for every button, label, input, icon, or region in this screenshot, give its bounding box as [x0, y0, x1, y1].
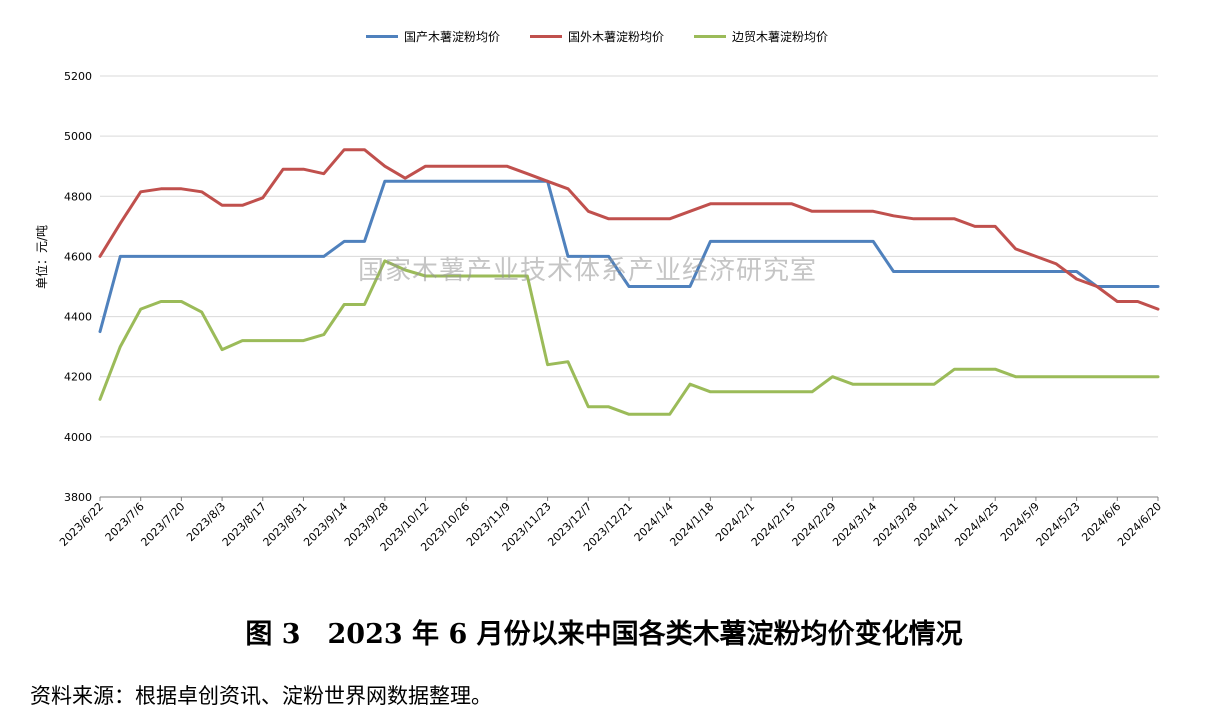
y-tick-label: 4200: [64, 371, 92, 384]
legend-swatch-domestic: [366, 35, 398, 38]
x-tick-label: 2023/6/22: [57, 500, 106, 549]
y-tick-label: 5000: [64, 130, 92, 143]
series-lines: [98, 148, 1160, 416]
x-tick-label: 2024/1/18: [667, 500, 716, 549]
series-line-0: [98, 179, 1160, 334]
data-source-note: 资料来源：根据卓创资讯、淀粉世界网数据整理。: [30, 684, 492, 708]
series-line-2: [98, 259, 1160, 416]
y-axis-label: 单位：元/吨: [34, 225, 49, 289]
watermark: 国家木薯产业技术体系产业经济研究室: [358, 256, 818, 286]
y-tick-label: 4400: [64, 311, 92, 324]
legend-item-border-trade: 边贸木薯淀粉均价: [694, 28, 828, 45]
y-tick-label: 3800: [64, 491, 92, 504]
series-line-1: [98, 148, 1160, 311]
legend-swatch-border-trade: [694, 35, 727, 38]
legend: 国产木薯淀粉均价 国外木薯淀粉均价 边贸木薯淀粉均价: [366, 28, 828, 45]
figure-caption: 图 3 2023 年 6 月份以来中国各类木薯淀粉均价变化情况: [245, 619, 963, 650]
legend-item-foreign: 国外木薯淀粉均价: [530, 28, 664, 45]
x-tick-label: 2024/4/25: [952, 500, 1001, 549]
y-tick-label: 4800: [64, 190, 92, 203]
legend-label-domestic: 国产木薯淀粉均价: [404, 30, 501, 44]
x-tick-label: 2023/7/20: [138, 500, 187, 549]
x-tick-label: 2024/6/20: [1115, 500, 1164, 549]
axes: 3800 4000 4200 4400 4600 4800 5000 5200 2023/6/2…: [57, 70, 1164, 554]
legend-label-border-trade: 边贸木薯淀粉均价: [732, 30, 829, 44]
line-chart: 3800 4000 4200 4400 4600 4800 5000 5200 2023/6/2…: [34, 70, 1164, 554]
y-tick-label: 4600: [64, 250, 92, 263]
legend-item-domestic: 国产木薯淀粉均价: [366, 28, 500, 45]
y-tick-label: 5200: [64, 70, 92, 83]
x-tick-label: 2024/5/23: [1034, 500, 1083, 549]
legend-swatch-foreign: [530, 35, 563, 38]
legend-label-foreign: 国外木薯淀粉均价: [568, 30, 665, 44]
y-tick-label: 4000: [64, 431, 92, 444]
